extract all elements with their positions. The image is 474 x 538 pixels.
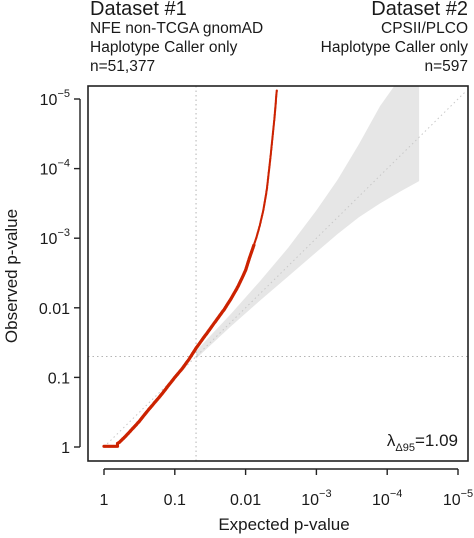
confidence-band xyxy=(196,86,420,359)
dataset2-count: n=597 xyxy=(424,58,468,75)
x-tick-label: 1 xyxy=(100,492,109,509)
y-axis-label: Observed p-value xyxy=(2,209,21,343)
x-tick-label: 10−5 xyxy=(443,488,473,509)
dataset1-caller: Haplotype Caller only xyxy=(90,39,238,56)
y-tick-label: 0.1 xyxy=(48,370,70,387)
data-point xyxy=(275,89,278,92)
dataset1-title: Dataset #1 xyxy=(90,0,187,20)
dataset1-count: n=51,377 xyxy=(90,58,156,75)
dataset2-title: Dataset #2 xyxy=(371,0,468,20)
x-axis: 1 0.1 0.01 10−3 10−4 10−5 xyxy=(100,468,473,509)
lambda-annotation: λΔ95=1.09 xyxy=(387,431,458,454)
lambda-symbol: λ xyxy=(387,431,396,450)
y-tick-label: 10−5 xyxy=(40,88,70,109)
x-axis-label: Expected p-value xyxy=(218,515,349,534)
diagonal-reference-line xyxy=(103,91,466,448)
data-points-layer xyxy=(102,89,278,448)
reference-lines xyxy=(88,86,468,461)
dataset2-caller: Haplotype Caller only xyxy=(320,39,468,56)
dataset2-source: CPSII/PLCO xyxy=(381,20,468,37)
x-tick-label: 10−3 xyxy=(301,488,331,509)
y-axis: 1 0.1 0.01 10−3 10−4 10−5 xyxy=(39,88,81,457)
dataset1-header: Dataset #1 NFE non-TCGA gnomAD Haplotype… xyxy=(90,0,263,76)
plot-frame xyxy=(87,85,469,462)
x-tick-label: 0.01 xyxy=(230,492,261,509)
x-tick-label: 0.1 xyxy=(164,492,186,509)
y-tick-label: 0.01 xyxy=(39,301,70,318)
lambda-subscript: Δ95 xyxy=(395,442,415,454)
dataset1-source: NFE non-TCGA gnomAD xyxy=(90,20,264,37)
y-tick-label: 1 xyxy=(61,440,70,457)
y-tick-label: 10−4 xyxy=(40,158,70,179)
y-tick-label: 10−3 xyxy=(40,227,70,248)
lambda-value: =1.09 xyxy=(415,431,458,450)
confidence-band-layer xyxy=(196,86,420,359)
x-tick-label: 10−4 xyxy=(372,488,402,509)
dataset2-header: Dataset #2 CPSII/PLCO Haplotype Caller o… xyxy=(321,0,468,76)
